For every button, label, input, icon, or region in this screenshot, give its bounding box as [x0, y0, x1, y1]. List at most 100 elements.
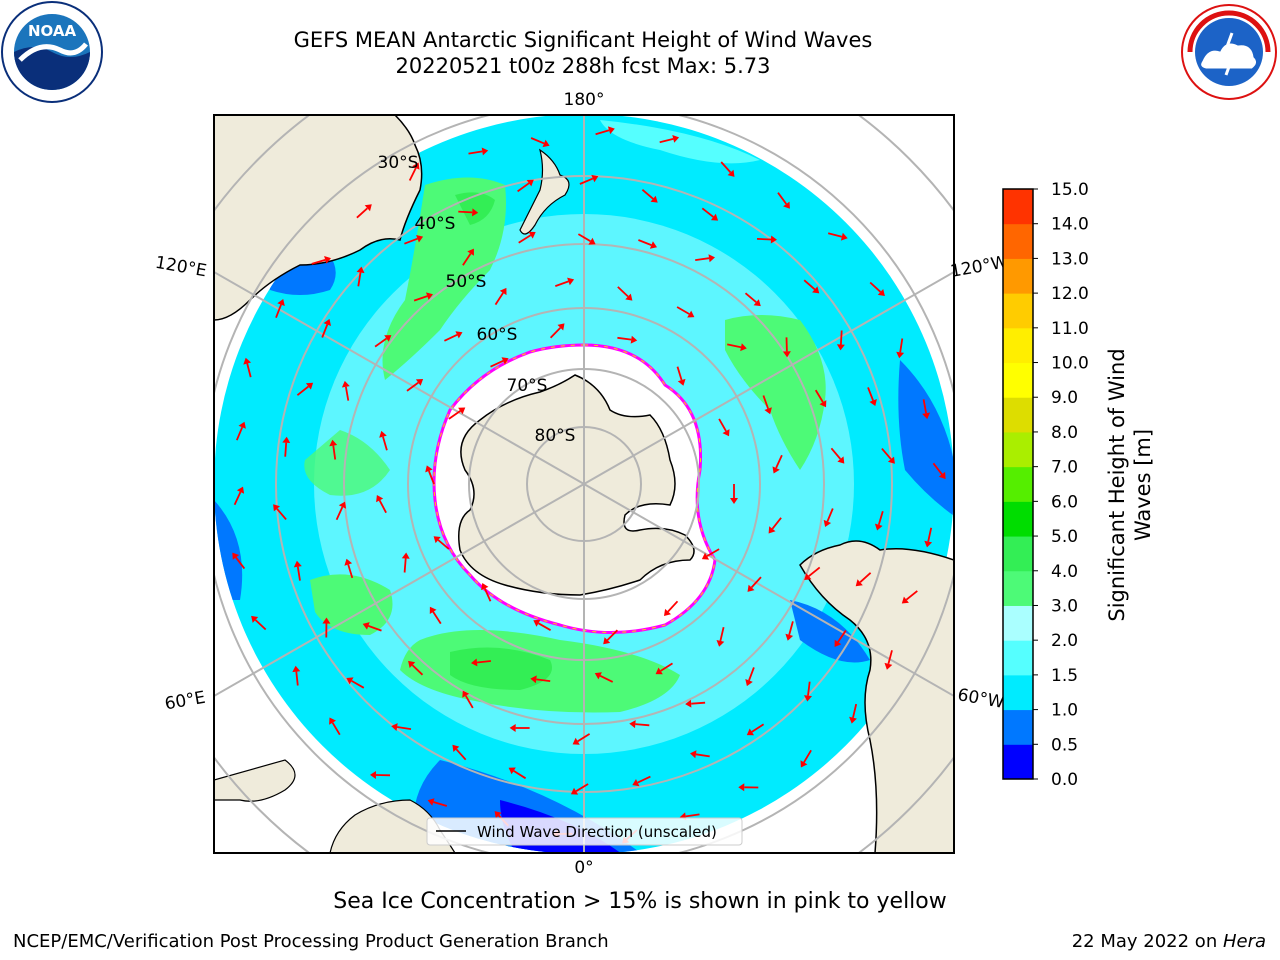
colorbar-label-line2: Waves [m] — [1131, 429, 1155, 541]
wave-arrow-head — [362, 622, 370, 630]
wave-arrow-head — [655, 667, 663, 675]
wave-arrow — [617, 286, 629, 298]
wave-arrow-head — [938, 471, 946, 480]
wave-arrow-head — [341, 380, 350, 388]
wave-arrow — [455, 748, 467, 761]
colorbar-tick-label: 3.0 — [1051, 596, 1078, 616]
wave-arrow — [877, 511, 884, 525]
wave-arrow-head — [677, 378, 686, 386]
wave-arrow-head — [481, 147, 489, 156]
wave-arrow — [494, 292, 504, 306]
wave-arrow — [577, 733, 591, 743]
wave-arrow-head — [625, 293, 633, 301]
wave-arrow-head — [603, 637, 611, 645]
wave-arrow — [276, 508, 287, 520]
wave-arrow — [332, 445, 337, 460]
wave-arrow-head — [526, 179, 534, 187]
colorbar-frame — [1002, 188, 1034, 780]
wave-arrow-head — [238, 421, 246, 429]
wave-arrow — [428, 470, 435, 485]
wave-arrow — [927, 527, 933, 542]
colorbar-segment — [1003, 674, 1033, 711]
wave-arrow — [867, 387, 874, 401]
lat-label-60s: 60°S — [477, 325, 518, 345]
wave-arrow — [406, 381, 419, 392]
wave-arrow-head — [782, 351, 791, 358]
wave-arrow — [803, 279, 816, 291]
wave-arrow — [718, 418, 727, 432]
wave-arrow-head — [232, 552, 240, 560]
wave-arrow — [719, 626, 725, 642]
wave-arrow — [922, 399, 927, 414]
wave-arrow-head — [292, 665, 301, 673]
wave-arrow — [887, 650, 893, 665]
wave-arrow — [638, 239, 652, 246]
colorbar-segment — [1003, 293, 1033, 329]
wave-arrow — [905, 590, 918, 601]
wave-arrow-head — [346, 677, 354, 685]
wave-arrow — [775, 454, 783, 469]
wave-arrow — [777, 192, 788, 205]
wave-arrow — [579, 177, 594, 185]
wave-arrow-head — [896, 351, 905, 359]
wave-arrow — [599, 674, 614, 683]
wave-arrow — [347, 564, 354, 579]
wave-arrow-head — [501, 357, 509, 365]
wave-arrow-head — [426, 292, 433, 300]
wave-arrow-head — [630, 335, 638, 344]
wave-arrow-head — [415, 379, 424, 386]
wave-arrow-head — [685, 699, 692, 708]
wave-arrow-head — [455, 331, 463, 339]
wave-arrow-head — [338, 501, 347, 509]
wave-arrow-head — [273, 504, 280, 512]
wave-arrow — [701, 207, 714, 218]
colorbar-label-line1: Significant Height of Wind — [1105, 348, 1129, 621]
wave-arrow-head — [874, 523, 883, 531]
colorbar-tick-label: 8.0 — [1051, 423, 1078, 443]
wave-arrow-head — [467, 248, 474, 256]
wave-arrow — [275, 304, 282, 319]
wave-arrow — [637, 775, 651, 784]
wave-arrow — [367, 625, 382, 632]
wave-arrow-head — [494, 811, 502, 819]
wave-arrow-head — [277, 299, 285, 306]
colorbar-segment — [1003, 431, 1033, 468]
wave-arrow — [751, 723, 765, 733]
colorbar-segment — [1003, 605, 1033, 641]
wave-arrow-head — [530, 675, 537, 684]
wave-arrow-head — [701, 552, 710, 560]
wave-arrow-head — [471, 658, 478, 667]
wave-arrow-head — [672, 135, 680, 143]
wave-arrow — [762, 395, 769, 410]
wave-arrow-head — [804, 695, 812, 702]
colorbar-segment — [1003, 258, 1033, 294]
lat-label-50s: 50°S — [446, 272, 487, 292]
wave-arrow-head — [356, 266, 365, 274]
colorbar-tick-label: 5.0 — [1051, 527, 1078, 547]
wave-arrow — [518, 234, 532, 244]
wave-arrow — [595, 129, 610, 136]
colorbar-tick-label: 15.0 — [1051, 180, 1089, 200]
wave-arrow — [413, 295, 428, 302]
wave-arrow — [468, 150, 483, 155]
wave-arrow-head — [236, 486, 245, 494]
wave-arrow-head — [401, 552, 410, 559]
wave-arrow-head — [594, 672, 602, 680]
chart-title: GEFS MEAN Antarctic Significant Height o… — [293, 28, 873, 52]
graticule — [214, 115, 954, 853]
wave-arrow — [748, 667, 755, 681]
wave-arrow — [635, 723, 650, 727]
wave-arrow — [814, 389, 824, 403]
wave-arrow-head — [323, 318, 331, 326]
wave-arrow-head — [251, 615, 259, 623]
wave-arrow — [827, 232, 843, 238]
colorbar: 0.0 0.5 1.0 1.5 2.0 3.0 4.0 5.0 6.0 7.0 8.0 9.0 10.0… — [1002, 180, 1089, 790]
wave-arrow-head — [570, 787, 579, 795]
wave-arrow-head — [768, 526, 776, 534]
wave-arrow — [437, 539, 450, 550]
wave-arrow — [448, 410, 461, 420]
wave-arrow — [575, 783, 589, 792]
wave-arrow-head — [738, 783, 745, 792]
wave-arrow-head — [472, 208, 479, 217]
